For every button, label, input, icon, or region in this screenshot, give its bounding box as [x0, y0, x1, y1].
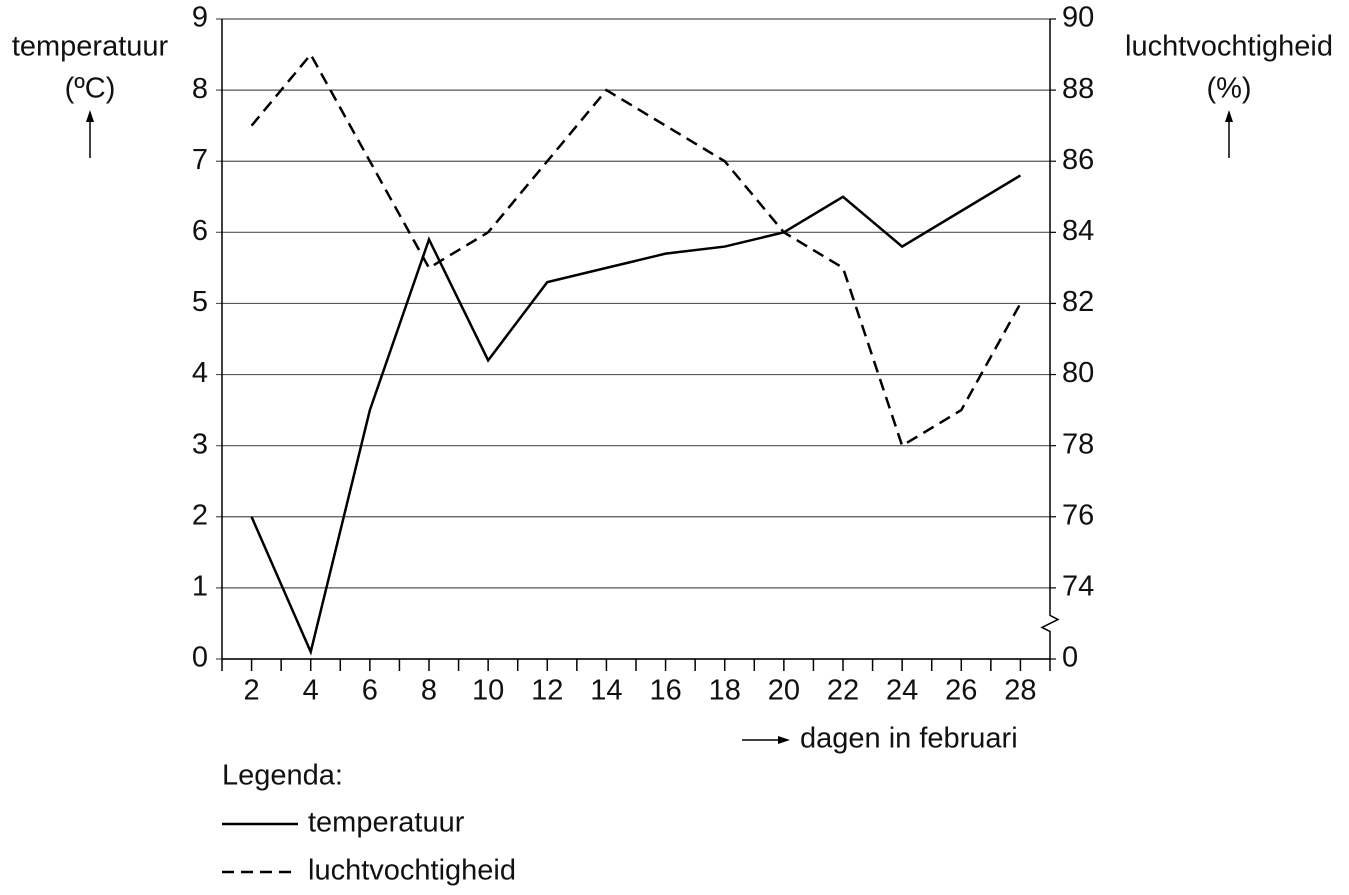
y2-tick-label: 74 [1062, 571, 1094, 603]
y2-tick-label: 80 [1062, 357, 1094, 389]
x-tick-label: 2 [244, 675, 260, 707]
x-tick-label: 18 [709, 675, 741, 707]
y-tick-label: 7 [192, 144, 208, 176]
data-line [250, 174, 1022, 656]
y2-tick-label: 86 [1062, 144, 1094, 176]
y-axis-label: temperatuur [12, 31, 169, 63]
data-line [250, 52, 1022, 448]
y-tick-label: 9 [192, 2, 208, 34]
y-tick-label: 6 [192, 215, 208, 247]
y2-tick-label: 90 [1062, 2, 1094, 34]
x-axis-label: dagen in februari [800, 723, 1018, 755]
y2-axis [1040, 19, 1060, 659]
y-tick-label: 0 [192, 642, 208, 674]
x-tick-label: 24 [886, 675, 918, 707]
x-tick-label: 14 [590, 675, 622, 707]
x-tick-label: 28 [1004, 675, 1036, 707]
x-tick-label: 4 [303, 675, 319, 707]
y-tick-label: 8 [192, 73, 208, 105]
x-tick-label: 26 [945, 675, 977, 707]
y2-tick-label: 76 [1062, 499, 1094, 531]
y2-axis-label: (%) [1206, 73, 1251, 105]
axis-arrow-head [1225, 110, 1233, 122]
y2-tick-label: 0 [1062, 642, 1078, 674]
y-tick-label: 5 [192, 286, 208, 318]
x-tick-label: 16 [649, 675, 681, 707]
x-tick-label: 12 [531, 675, 563, 707]
legend-title: Legenda: [222, 760, 343, 792]
y2-tick-label: 82 [1062, 286, 1094, 318]
y2-tick-label: 84 [1062, 215, 1094, 247]
x-tick-label: 22 [827, 675, 859, 707]
y-tick-label: 3 [192, 428, 208, 460]
axis-arrow-head [86, 110, 94, 122]
y-tick-label: 2 [192, 499, 208, 531]
x-tick-label: 6 [362, 675, 378, 707]
legend-label: luchtvochtigheid [308, 855, 516, 887]
y2-tick-label: 88 [1062, 73, 1094, 105]
x-tick-label: 20 [768, 675, 800, 707]
axis-arrow-head [778, 736, 790, 744]
y-axis-label: (ºC) [65, 73, 116, 105]
x-tick-label: 8 [421, 675, 437, 707]
y-tick-label: 1 [192, 571, 208, 603]
x-tick-label: 10 [472, 675, 504, 707]
y-tick-label: 4 [192, 357, 208, 389]
y2-axis-label: luchtvochtigheid [1125, 31, 1333, 63]
y2-tick-label: 78 [1062, 428, 1094, 460]
legend-label: temperatuur [308, 807, 465, 839]
